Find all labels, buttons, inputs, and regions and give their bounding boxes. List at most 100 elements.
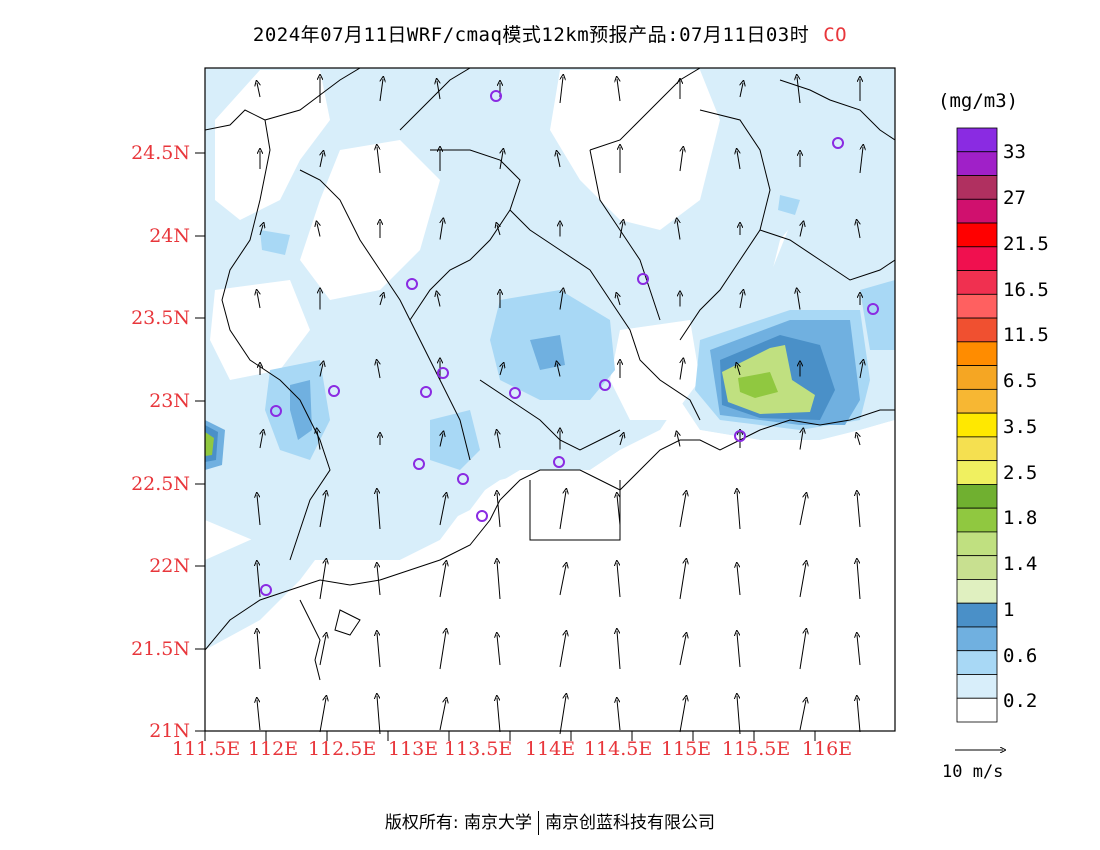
wind-vector-arrow — [319, 561, 326, 600]
wind-vector-arrow — [677, 221, 681, 240]
y-tick-label: 24N — [149, 225, 190, 247]
wind-vector-arrow — [799, 563, 806, 598]
station-marker — [413, 458, 425, 470]
colorbar-swatch — [956, 388, 998, 414]
wind-vector-arrow — [320, 364, 323, 377]
wind-vector-arrow — [679, 561, 686, 600]
wind-vector-arrow — [439, 495, 446, 526]
shade-mid-small1 — [260, 230, 290, 255]
colorbar-swatch — [956, 602, 998, 628]
colorbar-label: 1.4 — [1003, 553, 1038, 575]
shade-mid-small2 — [778, 195, 800, 215]
coastline — [205, 409, 895, 651]
wind-vector-arrow — [677, 434, 680, 447]
wind-vector-arrow — [497, 698, 501, 733]
boundary-line — [399, 68, 471, 131]
wind-vector-arrow — [377, 362, 380, 379]
title-main: 2024年07月11日WRF/cmaq模式12km预报产品:07月11日03时 — [252, 24, 810, 46]
x-tick-label: 111.5E — [172, 738, 241, 760]
wind-vector-arrow — [617, 700, 621, 731]
plot-frame — [204, 67, 896, 732]
wind-vector-arrow — [260, 225, 263, 236]
station-marker — [867, 303, 879, 315]
colorbar-swatch — [956, 483, 998, 509]
station-marker — [420, 386, 432, 398]
reference-vector-label: 10 m/s — [942, 762, 1004, 782]
colorbar-swatch — [956, 317, 998, 343]
boundary-line — [509, 209, 701, 421]
wind-vector-arrow — [437, 81, 441, 100]
wind-vector-arrow — [497, 225, 500, 236]
colorbar-swatch — [956, 436, 998, 462]
wind-vector-arrow — [679, 361, 683, 380]
colorbar — [956, 127, 998, 723]
wind-vector-arrow — [559, 633, 566, 668]
wind-vector-arrow — [559, 491, 566, 530]
wind-vector-arrow — [499, 151, 503, 170]
colorbar-label: 21.5 — [1003, 233, 1049, 255]
colorbar-swatch — [956, 246, 998, 271]
colorbar-swatch — [956, 412, 998, 438]
shade-green — [738, 372, 778, 398]
x-tick-label: 114E — [525, 738, 576, 760]
wind-vector-arrow — [799, 431, 803, 450]
station-marker — [832, 137, 844, 149]
wind-vector-arrow — [797, 77, 801, 104]
colorbar-swatch — [956, 175, 998, 200]
colorbar-swatch — [956, 365, 998, 390]
wind-vector-arrow — [380, 295, 383, 306]
wind-vector-arrow — [857, 635, 861, 666]
y-tick-label: 22N — [149, 555, 190, 577]
wind-vector-arrow — [617, 563, 621, 598]
wind-vector-arrow — [559, 77, 563, 104]
boundary-line — [779, 79, 895, 141]
footer-separator — [538, 811, 540, 835]
map-shading — [205, 68, 895, 731]
shade-mid-sw — [430, 410, 480, 470]
wind-vector-arrow — [439, 700, 446, 731]
wind-vector-arrow — [320, 153, 323, 168]
coastline — [334, 609, 361, 636]
wind-vector-arrow — [559, 696, 566, 735]
station-marker — [457, 473, 469, 485]
station-marker — [260, 584, 272, 596]
station-marker — [270, 405, 282, 417]
wind-vector-arrow — [497, 561, 501, 600]
chart-title: 2024年07月11日WRF/cmaq模式12km预报产品:07月11日03时 C… — [0, 20, 1100, 47]
wind-vector-arrow — [620, 435, 623, 446]
shade-mid-fareast — [860, 280, 895, 350]
colorbar-label: 0.2 — [1003, 690, 1038, 712]
wind-vector-arrow — [860, 362, 863, 379]
colorbar-label: 16.5 — [1003, 279, 1049, 301]
boundary-line — [589, 68, 701, 151]
wind-vector-arrow — [377, 491, 381, 530]
wind-vector-arrow — [497, 493, 501, 528]
colorbar-swatch — [956, 531, 998, 557]
wind-vector-arrow — [557, 364, 560, 377]
wind-vector-arrow — [737, 633, 741, 668]
colorbar-swatch — [956, 697, 998, 723]
wind-vector-arrow — [377, 565, 381, 596]
footer-right: 南京创蓝科技有限公司 — [545, 813, 716, 833]
colorbar-label: 3.5 — [1003, 416, 1038, 438]
wind-vector-arrow — [317, 431, 321, 450]
colorbar-label: 1 — [1003, 599, 1015, 621]
axis-ticks — [195, 152, 816, 741]
wind-vector-arrow — [857, 435, 860, 446]
boundary-line — [759, 229, 895, 281]
station-marker — [637, 273, 649, 285]
wind-vector-arrow — [857, 222, 860, 239]
colorbar-swatch — [956, 341, 998, 366]
colorbar-swatch — [956, 222, 998, 248]
boundary-line — [299, 169, 471, 461]
wind-vector-arrow — [859, 147, 863, 174]
wind-vector-arrow — [857, 698, 861, 733]
boundaries — [205, 68, 895, 681]
colorbar-swatch — [956, 626, 998, 652]
x-tick-label: 115E — [661, 738, 712, 760]
shade-white-4 — [210, 280, 310, 380]
colorbar-swatch — [956, 151, 998, 176]
colorbar-swatch — [956, 579, 998, 604]
y-tick-label: 23.5N — [131, 307, 190, 329]
shade-white-5 — [610, 320, 700, 420]
